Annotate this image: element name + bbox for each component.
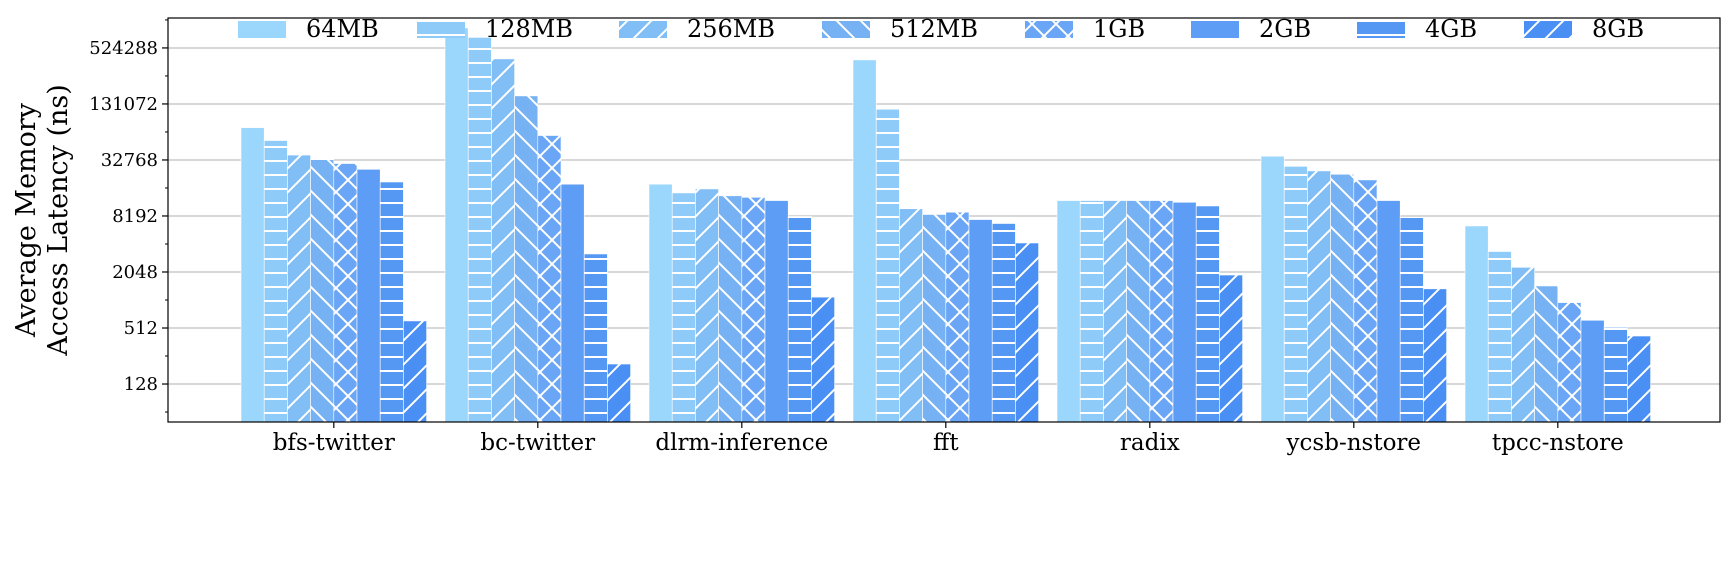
y-axis-label-line: Access Latency (ns) [43, 84, 74, 357]
bar-bc-twitter-2GB [560, 183, 585, 423]
bar-dlrm-inference-64MB [648, 183, 673, 423]
bar-fft-8GB [1015, 242, 1039, 423]
legend-swatch-2GB [1191, 21, 1239, 38]
bar-ycsb-nstore-4GB [1399, 216, 1424, 423]
bar-dlrm-inference-8GB [811, 296, 835, 423]
bar-radix-2GB [1172, 201, 1197, 423]
legend-label: 8GB [1592, 15, 1644, 43]
bar-radix-8GB [1219, 274, 1243, 423]
x-tick-label: bc-twitter [480, 430, 595, 456]
x-tick-label: ycsb-nstore [1286, 430, 1422, 456]
bar-bfs-twitter-8GB [403, 320, 427, 423]
legend-label: 128MB [485, 15, 573, 43]
bar-bc-twitter-4GB [583, 253, 608, 423]
legend-label: 1GB [1093, 15, 1145, 43]
y-tick-label: 131072 [89, 94, 158, 115]
legend-swatch-64MB [238, 21, 286, 38]
bar-dlrm-inference-4GB [787, 216, 812, 423]
bar-tpcc-nstore-4GB [1603, 327, 1628, 423]
bar-fft-1GB [945, 211, 970, 423]
legend-swatch-512MB [822, 21, 870, 38]
bar-tpcc-nstore-256MB [1511, 267, 1535, 423]
bar-radix-1GB [1149, 200, 1174, 423]
legend: 64MB 128MB 256MB 512MB 1GB 2GB 4GB 8GB [238, 15, 1644, 43]
legend-swatch-256MB [619, 21, 667, 38]
legend-swatch-4GB [1357, 21, 1405, 38]
y-tick-label: 2048 [112, 262, 158, 283]
bar-ycsb-nstore-256MB [1307, 170, 1331, 423]
plot-frame [167, 17, 1721, 423]
legend-label: 64MB [306, 15, 379, 43]
bar-bfs-twitter-2GB [356, 169, 381, 423]
bars [240, 27, 1651, 423]
bar-ycsb-nstore-64MB [1260, 155, 1285, 423]
y-tick-label: 32768 [101, 150, 158, 171]
bar-bc-twitter-64MB [444, 27, 469, 423]
legend-label: 256MB [687, 15, 775, 43]
bar-tpcc-nstore-1GB [1557, 302, 1582, 423]
bar-bc-twitter-512MB [514, 95, 539, 423]
bar-bfs-twitter-4GB [379, 181, 404, 423]
bar-tpcc-nstore-8GB [1627, 335, 1651, 423]
bar-dlrm-inference-1GB [741, 197, 766, 423]
x-tick-label: dlrm-inference [655, 430, 828, 456]
bar-ycsb-nstore-2GB [1376, 200, 1401, 423]
bar-radix-128MB [1079, 200, 1104, 423]
y-axis-label: Average Memory Access Latency (ns) [11, 84, 74, 357]
bar-bc-twitter-1GB [537, 135, 562, 423]
bar-bc-twitter-128MB [467, 37, 492, 423]
legend-swatch-1GB [1025, 21, 1073, 38]
bar-tpcc-nstore-512MB [1534, 285, 1559, 423]
bar-bfs-twitter-256MB [287, 154, 311, 423]
bar-ycsb-nstore-128MB [1283, 166, 1308, 423]
bar-fft-2GB [968, 219, 993, 423]
y-tick-label: 8192 [112, 206, 158, 227]
bar-tpcc-nstore-128MB [1487, 251, 1512, 423]
legend-swatch-128MB [417, 21, 465, 38]
bar-ycsb-nstore-512MB [1330, 173, 1355, 423]
bar-bc-twitter-8GB [607, 363, 631, 423]
x-axis-ticks: bfs-twitter bc-twitter dlrm-inference fft ra… [273, 422, 1624, 456]
legend-label: 4GB [1425, 15, 1477, 43]
x-tick-label: fft [933, 430, 959, 456]
bar-bfs-twitter-64MB [240, 127, 265, 423]
bar-dlrm-inference-256MB [695, 188, 719, 423]
y-axis-label-line: Average Memory [11, 102, 42, 338]
bar-ycsb-nstore-1GB [1353, 179, 1378, 423]
bar-radix-512MB [1126, 200, 1151, 423]
x-tick-label: bfs-twitter [273, 430, 395, 456]
x-tick-label: radix [1120, 430, 1180, 456]
legend-swatch-8GB [1524, 21, 1572, 38]
bar-radix-64MB [1056, 200, 1081, 423]
bar-dlrm-inference-512MB [718, 195, 743, 423]
bar-fft-128MB [875, 108, 900, 423]
bar-tpcc-nstore-64MB [1464, 225, 1489, 423]
bar-bc-twitter-256MB [491, 58, 515, 423]
bar-fft-512MB [922, 214, 947, 423]
legend-label: 512MB [890, 15, 978, 43]
bar-fft-64MB [852, 59, 877, 423]
bar-fft-4GB [991, 223, 1016, 423]
bar-bfs-twitter-512MB [310, 159, 335, 423]
bar-dlrm-inference-128MB [671, 192, 696, 423]
bar-ycsb-nstore-8GB [1423, 288, 1447, 423]
x-tick-label: tpcc-nstore [1492, 430, 1624, 456]
bar-fft-256MB [899, 208, 923, 423]
bar-dlrm-inference-2GB [764, 200, 789, 423]
bar-bfs-twitter-1GB [333, 163, 358, 423]
y-tick-label: 524288 [89, 38, 158, 59]
y-axis-ticks: 128 512 2048 8192 32768 131072 524288 [89, 19, 168, 413]
bar-bfs-twitter-128MB [263, 140, 288, 423]
legend-label: 2GB [1259, 15, 1311, 43]
bar-radix-256MB [1103, 200, 1127, 423]
y-tick-label: 128 [124, 374, 158, 395]
bar-tpcc-nstore-2GB [1580, 319, 1605, 423]
y-tick-label: 512 [124, 318, 158, 339]
bar-radix-4GB [1195, 205, 1220, 423]
